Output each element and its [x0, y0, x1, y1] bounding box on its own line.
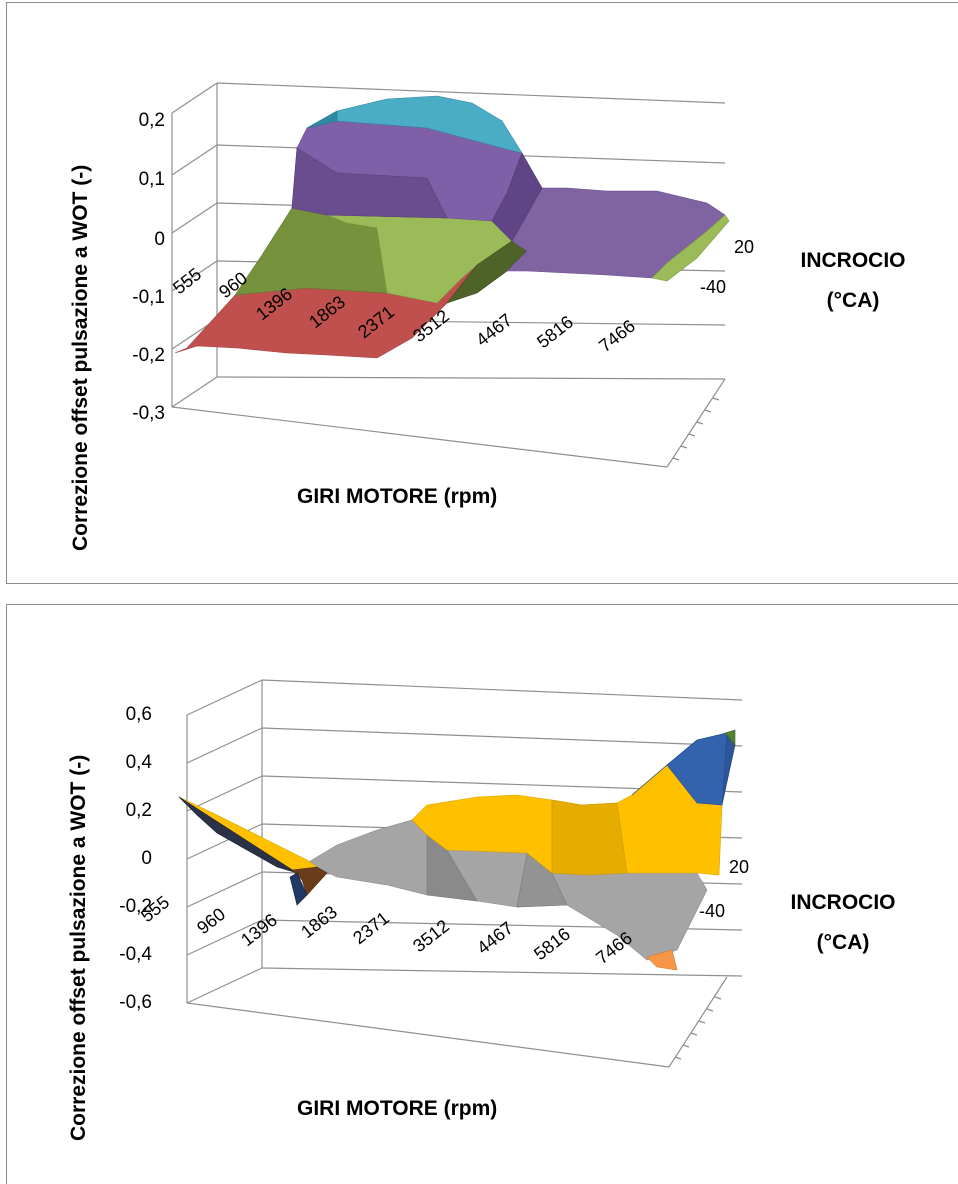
- floor-right-edge-1: [666, 378, 726, 468]
- surface-band-blue-main: [666, 732, 728, 806]
- x-axis-title-1: GIRI MOTORE (rpm): [297, 485, 497, 508]
- y-tick-label: 0: [141, 848, 152, 869]
- surface-band-navy-tip: [289, 872, 308, 906]
- chart-panel-2: 0,6 0,4 0,2 0 -0,2 -0,4 -0,6 555 960 139…: [6, 604, 958, 1184]
- x-tick-label: 555: [169, 264, 205, 298]
- x-tick-label: 1863: [297, 902, 341, 942]
- x-tick-label: 7466: [595, 316, 639, 356]
- surface-band-green-right: [651, 214, 730, 282]
- surface-band-navy: [178, 796, 298, 874]
- surface-band-purple-right: [506, 187, 726, 279]
- floor-ticks-1: [672, 397, 720, 461]
- floor-front-edge-2: [186, 1002, 670, 1068]
- surface-1: [174, 95, 730, 359]
- floor-right-edge-2: [668, 976, 728, 1068]
- x-tick-label: 4467: [473, 918, 517, 958]
- x-tick-label: 5816: [530, 924, 574, 964]
- surface-band-purple-mid: [491, 152, 543, 242]
- y-tick-label: 0,1: [139, 169, 165, 190]
- surface-band-purple-shade: [291, 147, 448, 219]
- z-axis-title-line2: (°CA): [817, 931, 870, 954]
- y-tick-label: 0,2: [139, 110, 165, 131]
- surface-band-green: [724, 729, 736, 746]
- surface-chart-2: 0,6 0,4 0,2 0 -0,2 -0,4 -0,6 555 960 139…: [67, 679, 896, 1141]
- floor-front-edge-1: [171, 406, 668, 468]
- z-tick-label: -40: [699, 901, 725, 921]
- x-tick-label: 5816: [533, 312, 577, 352]
- surface-band-brown: [291, 866, 328, 896]
- surface-band-yellow-left: [178, 796, 318, 874]
- z-ticks-2: 20 -40: [699, 857, 749, 921]
- y-axis-title-2: Correzione offset pulsazione a WOT (-): [67, 755, 90, 1141]
- z-tick-label: -40: [700, 277, 726, 297]
- z-axis-title-line2: (°CA): [827, 289, 880, 312]
- x-axis-title-2: GIRI MOTORE (rpm): [297, 1097, 497, 1120]
- y-tick-label: -0,2: [119, 896, 152, 917]
- y-tick-label: 0,2: [126, 800, 152, 821]
- x-tick-label: 4467: [472, 310, 516, 350]
- z-ticks-1: 20 -40: [700, 237, 754, 297]
- surface-band-yellow-shade: [551, 799, 628, 876]
- y-ticks-2: 0,6 0,4 0,2 0 -0,2 -0,4 -0,6: [119, 704, 152, 1013]
- y-axis-title-1: Correzione offset pulsazione a WOT (-): [69, 165, 92, 551]
- x-tick-label: 3512: [409, 916, 453, 956]
- surface-band-cyan: [306, 95, 523, 154]
- y-tick-label: 0: [154, 229, 165, 250]
- surface-band-orange: [646, 949, 678, 971]
- y-tick-label: -0,4: [119, 944, 152, 965]
- y-tick-label: -0,2: [132, 345, 165, 366]
- z-axis-title-line1: INCROCIO: [801, 249, 906, 272]
- z-tick-label: 20: [734, 237, 754, 257]
- y-tick-label: -0,6: [119, 992, 152, 1013]
- y-tick-label: 0,6: [126, 704, 152, 725]
- x-tick-label: 1396: [237, 910, 281, 950]
- surface-chart-1: 0,2 0,1 0 -0,1 -0,2 -0,3 555 960 1396 18…: [69, 82, 906, 551]
- surface-2: [178, 729, 736, 971]
- z-axis-title-line1: INCROCIO: [791, 891, 896, 914]
- x-tick-label: 2371: [349, 908, 393, 948]
- y-tick-label: -0,3: [132, 403, 165, 424]
- chart-panel-1: 0,2 0,1 0 -0,1 -0,2 -0,3 555 960 1396 18…: [6, 2, 958, 584]
- z-tick-label: 20: [729, 857, 749, 877]
- x-tick-label: 960: [193, 904, 229, 938]
- surface-band-cyan-shade: [306, 110, 338, 129]
- y-tick-label: -0,1: [132, 287, 165, 308]
- floor-ticks-2: [674, 996, 722, 1060]
- y-ticks-1: 0,2 0,1 0 -0,1 -0,2 -0,3: [132, 110, 165, 424]
- y-tick-label: 0,4: [126, 752, 153, 773]
